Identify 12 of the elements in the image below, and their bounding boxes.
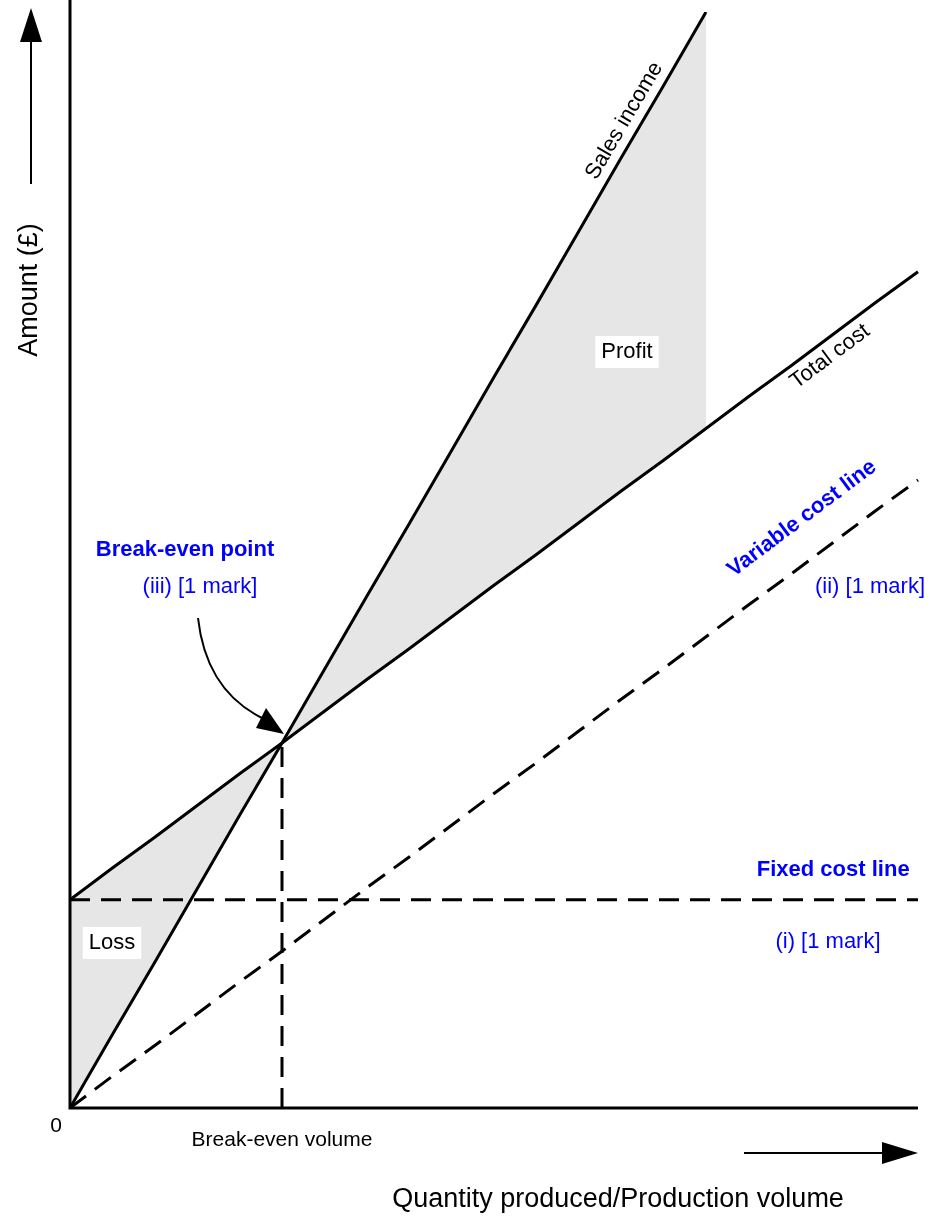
annotation: Profit bbox=[601, 338, 653, 364]
annotation: (ii) [1 mark] bbox=[815, 573, 925, 599]
x-tick-label: Break-even volume bbox=[191, 1126, 373, 1150]
text: Total cost bbox=[784, 317, 874, 394]
annotation: (i) [1 mark] bbox=[775, 928, 881, 954]
annotation: (iii) [1 mark] bbox=[142, 573, 258, 599]
annotation: Loss bbox=[88, 929, 136, 955]
annotation: Break-even point bbox=[95, 536, 275, 562]
series-label: Fixed cost line bbox=[756, 855, 910, 881]
x-axis-title: Quantity produced/Production volume bbox=[392, 1183, 844, 1214]
y-axis-title: Amount (£) bbox=[13, 223, 44, 357]
x-tick-label: 0 bbox=[50, 1112, 62, 1136]
